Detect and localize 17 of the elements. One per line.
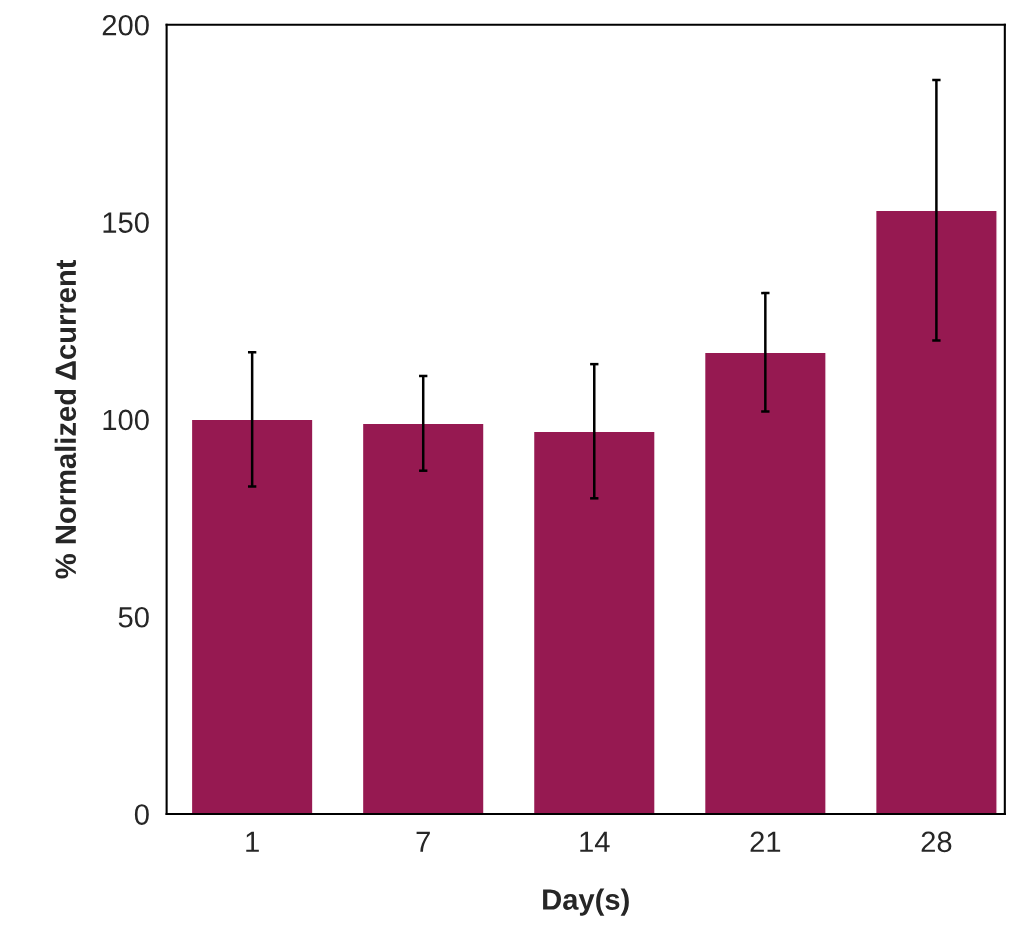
- x-tick-label: 21: [750, 831, 781, 852]
- y-tick-label: 50: [118, 606, 149, 628]
- bar: [703, 351, 827, 815]
- y-tick-label: 0: [134, 804, 149, 825]
- y-tick-label: 150: [103, 212, 149, 233]
- bar: [361, 422, 485, 815]
- x-tick-label: 28: [921, 831, 952, 853]
- x-tick-label: 7: [416, 831, 430, 852]
- y-tick-label: 100: [103, 409, 149, 431]
- bar: [532, 430, 656, 815]
- x-tick-label: 1: [246, 831, 259, 852]
- bar: [190, 418, 314, 815]
- y-tick-label: 200: [102, 14, 149, 36]
- x-tick-label: 14: [580, 831, 610, 852]
- bar: [874, 209, 998, 815]
- y-axis-title: % Normalized Δcurrent: [54, 259, 77, 579]
- x-axis-title: Day(s): [543, 888, 629, 916]
